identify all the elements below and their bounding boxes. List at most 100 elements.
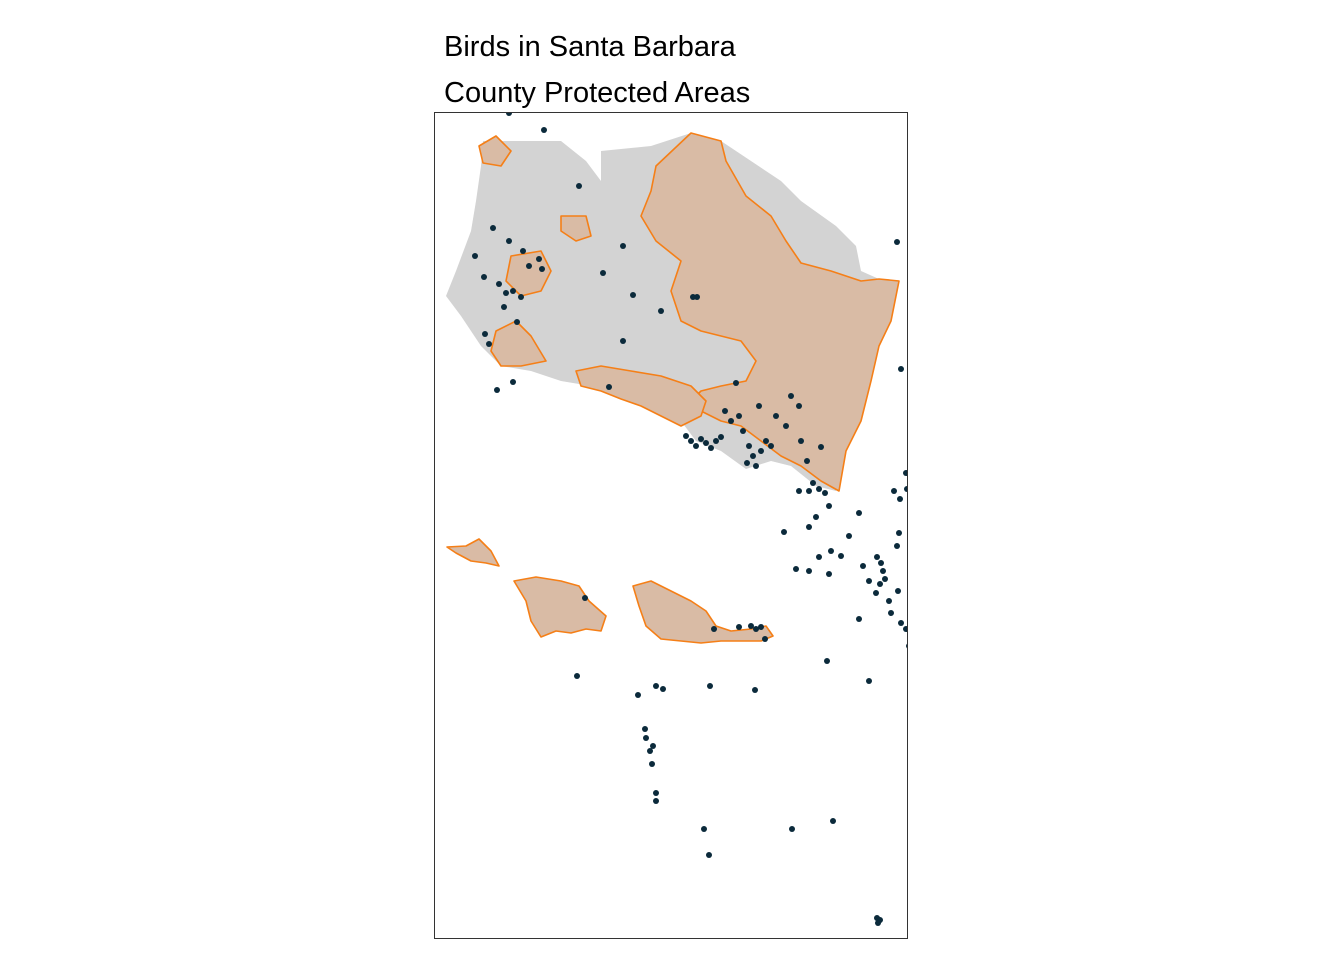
bird-point	[826, 571, 832, 577]
bird-point	[753, 463, 759, 469]
bird-point	[828, 548, 834, 554]
bird-point	[903, 626, 907, 632]
bird-point	[856, 616, 862, 622]
bird-point	[877, 581, 883, 587]
bird-point	[773, 413, 779, 419]
bird-point	[472, 253, 478, 259]
bird-point	[733, 380, 739, 386]
bird-point	[763, 438, 769, 444]
bird-point	[582, 595, 588, 601]
bird-point	[520, 248, 526, 254]
bird-point	[826, 503, 832, 509]
bird-point	[818, 444, 824, 450]
bird-point	[888, 610, 894, 616]
bird-point	[708, 445, 714, 451]
bird-point	[762, 636, 768, 642]
bird-point	[713, 438, 719, 444]
bird-point	[824, 658, 830, 664]
bird-point	[866, 578, 872, 584]
bird-point	[894, 543, 900, 549]
bird-point	[878, 560, 884, 566]
bird-point	[822, 490, 828, 496]
bird-point	[783, 423, 789, 429]
bird-point	[750, 453, 756, 459]
island-santa-rosa	[513, 576, 607, 638]
bird-point	[875, 920, 881, 926]
bird-point	[880, 568, 886, 574]
bird-point	[482, 331, 488, 337]
bird-point	[683, 433, 689, 439]
bird-point	[758, 624, 764, 630]
map-title-line-2: County Protected Areas	[444, 77, 751, 109]
bird-point	[744, 460, 750, 466]
protected-areas-islands	[446, 538, 774, 644]
bird-point	[494, 387, 500, 393]
protected-area-coast	[575, 365, 707, 427]
bird-point	[860, 563, 866, 569]
bird-point	[658, 308, 664, 314]
bird-point	[536, 256, 542, 262]
bird-point	[806, 568, 812, 574]
bird-point	[635, 692, 641, 698]
bird-point	[781, 529, 787, 535]
bird-point	[481, 274, 487, 280]
map-title: Birds in Santa Barbara County Protected …	[444, 24, 750, 116]
bird-point	[895, 588, 901, 594]
bird-point	[694, 294, 700, 300]
bird-point	[813, 514, 819, 520]
bird-point	[576, 183, 582, 189]
bird-point	[693, 443, 699, 449]
bird-point	[541, 127, 547, 133]
bird-point	[510, 379, 516, 385]
bird-point	[748, 623, 754, 629]
bird-point	[600, 270, 606, 276]
bird-point	[904, 486, 907, 492]
bird-point	[510, 288, 516, 294]
bird-point	[898, 620, 904, 626]
bird-point	[653, 790, 659, 796]
bird-point	[620, 243, 626, 249]
bird-point	[830, 818, 836, 824]
bird-point	[736, 624, 742, 630]
bird-point	[838, 553, 844, 559]
bird-point	[653, 683, 659, 689]
bird-point	[503, 290, 509, 296]
bird-point	[643, 735, 649, 741]
bird-point	[539, 266, 545, 272]
bird-point	[653, 798, 659, 804]
bird-point	[896, 530, 902, 536]
bird-point	[506, 238, 512, 244]
bird-point	[630, 292, 636, 298]
bird-point	[793, 566, 799, 572]
bird-point	[768, 443, 774, 449]
map-panel[interactable]	[434, 112, 908, 939]
bird-point	[846, 533, 852, 539]
bird-point	[796, 488, 802, 494]
bird-point	[816, 554, 822, 560]
bird-point	[796, 403, 802, 409]
bird-point	[806, 488, 812, 494]
bird-point	[756, 403, 762, 409]
bird-point	[711, 626, 717, 632]
bird-observations	[472, 113, 907, 926]
bird-point	[698, 436, 704, 442]
bird-point	[620, 338, 626, 344]
bird-point	[894, 239, 900, 245]
bird-point	[816, 486, 822, 492]
bird-point	[707, 683, 713, 689]
protected-area-west-2	[505, 250, 552, 297]
bird-point	[810, 480, 816, 486]
bird-point	[647, 748, 653, 754]
island-san-miguel	[446, 538, 500, 567]
bird-point	[722, 408, 728, 414]
bird-point	[758, 448, 764, 454]
island-santa-cruz	[632, 580, 774, 644]
bird-point	[856, 510, 862, 516]
bird-point	[706, 852, 712, 858]
bird-point	[866, 678, 872, 684]
bird-point	[906, 643, 907, 649]
bird-point	[703, 440, 709, 446]
bird-point	[606, 384, 612, 390]
protected-areas-mainland	[478, 132, 900, 492]
bird-point	[718, 434, 724, 440]
